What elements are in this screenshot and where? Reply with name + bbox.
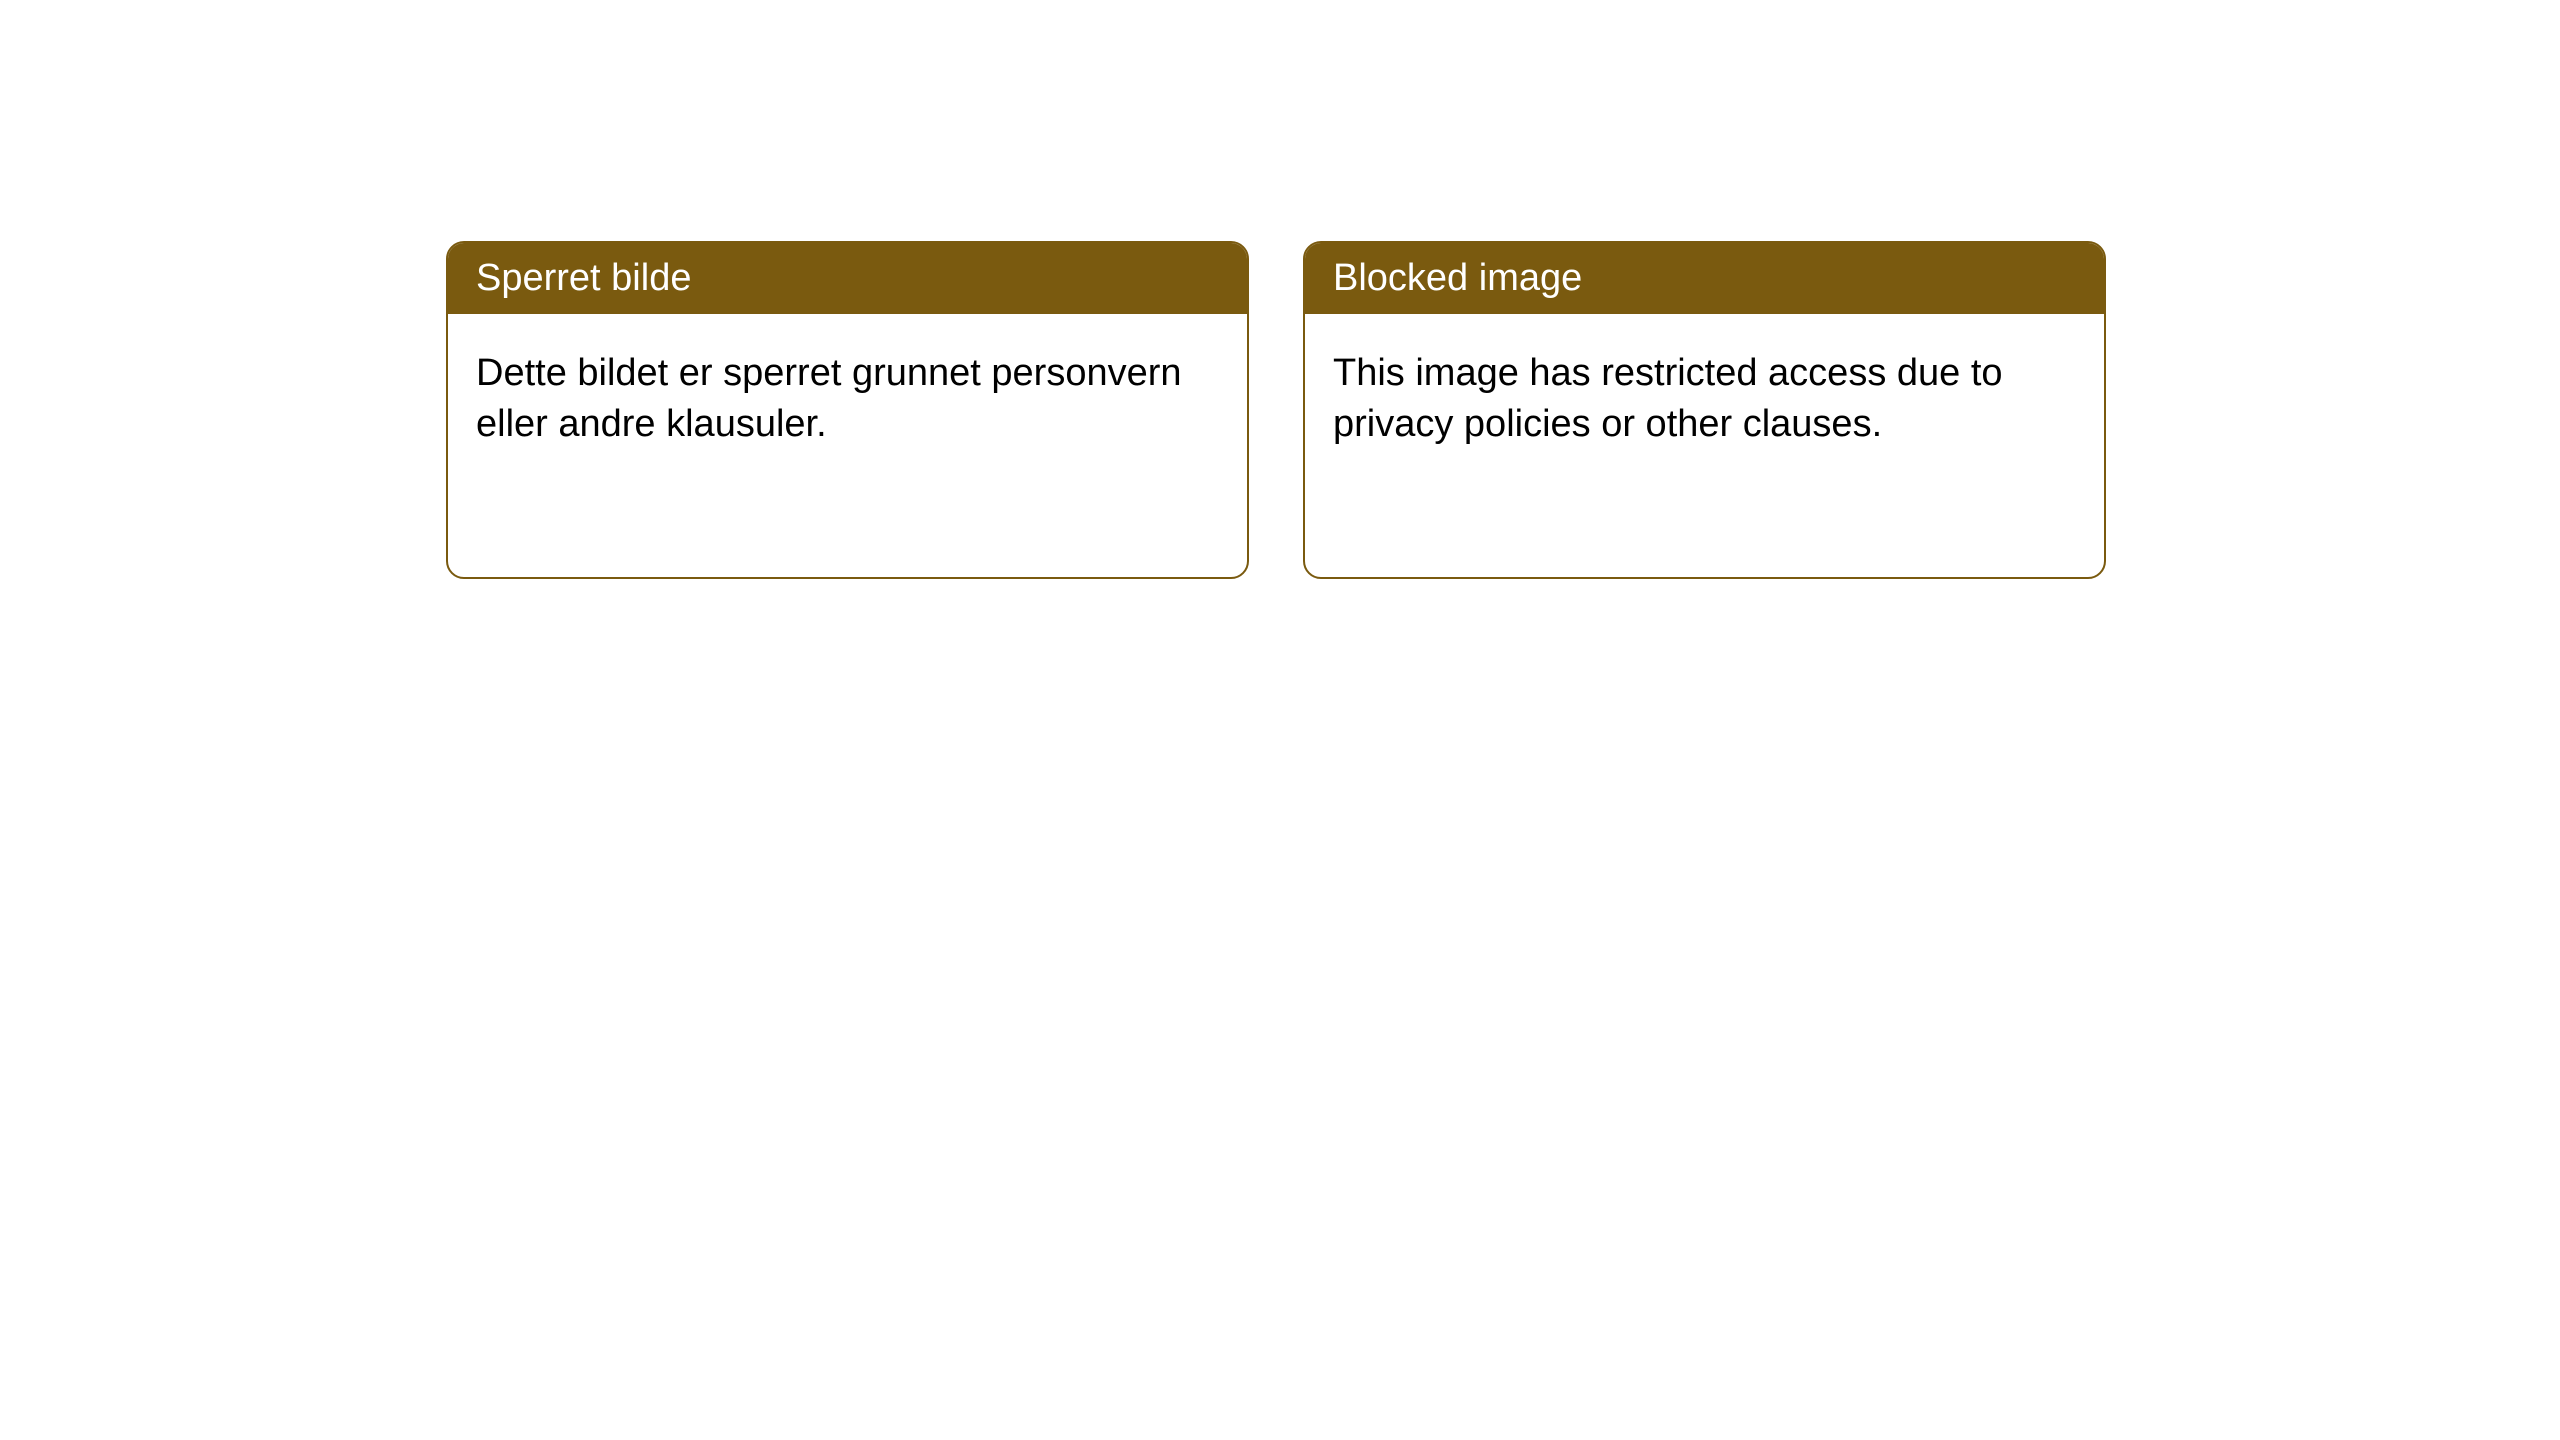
card-header-no: Sperret bilde bbox=[448, 243, 1247, 314]
card-title: Blocked image bbox=[1333, 257, 1582, 299]
card-message: Dette bildet er sperret grunnet personve… bbox=[476, 352, 1182, 445]
card-body-en: This image has restricted access due to … bbox=[1305, 314, 2104, 485]
card-body-no: Dette bildet er sperret grunnet personve… bbox=[448, 314, 1247, 485]
notice-card-no: Sperret bilde Dette bildet er sperret gr… bbox=[446, 241, 1249, 579]
card-title: Sperret bilde bbox=[476, 257, 691, 299]
notice-cards-container: Sperret bilde Dette bildet er sperret gr… bbox=[446, 241, 2106, 579]
card-header-en: Blocked image bbox=[1305, 243, 2104, 314]
notice-card-en: Blocked image This image has restricted … bbox=[1303, 241, 2106, 579]
card-message: This image has restricted access due to … bbox=[1333, 352, 2003, 445]
